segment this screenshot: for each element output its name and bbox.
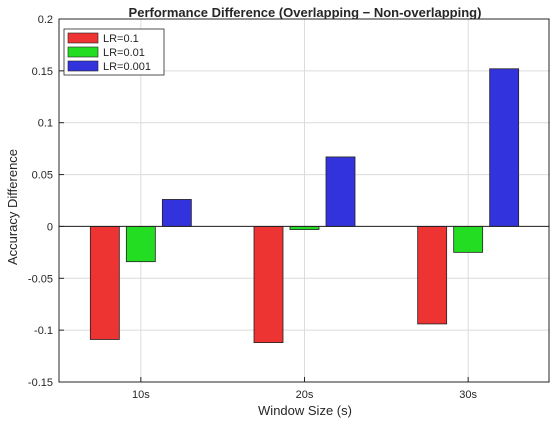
x-axis-ticks: 10s 20s 30s: [132, 377, 478, 401]
legend-swatch: [67, 60, 99, 72]
legend-label: LR=0.01: [103, 47, 145, 59]
y-tick-label: -0.05: [28, 273, 53, 285]
legend-swatch: [67, 46, 99, 58]
bar: [161, 199, 192, 227]
legend-swatch: [67, 32, 99, 44]
legend: LR=0.1 LR=0.01 LR=0.001: [63, 28, 165, 76]
x-tick-label: 30s: [459, 389, 477, 401]
y-tick-label: 0.1: [38, 118, 53, 130]
bar: [125, 226, 156, 263]
x-tick-label: 20s: [296, 389, 314, 401]
bar: [89, 226, 120, 340]
legend-label: LR=0.1: [103, 33, 139, 45]
x-tick-label: 10s: [132, 389, 150, 401]
y-axis-ticks: -0.15 -0.1 -0.05 0 0.05 0.1 0.15 0.2: [28, 14, 64, 389]
bar: [489, 68, 520, 227]
chart-title: Performance Difference (Overlapping − No…: [129, 5, 482, 20]
y-tick-label: 0.15: [32, 66, 53, 78]
y-tick-label: -0.1: [34, 325, 53, 337]
y-axis-label: Accuracy Difference: [5, 149, 20, 265]
y-tick-label: 0.2: [38, 14, 53, 26]
legend-label: LR=0.001: [103, 61, 151, 73]
y-tick-label: 0: [47, 221, 53, 233]
bar: [325, 156, 356, 227]
bar: [417, 226, 448, 325]
x-axis-label: Window Size (s): [258, 403, 352, 418]
bar: [253, 226, 284, 343]
y-tick-label: 0.05: [32, 170, 53, 182]
y-tick-label: -0.15: [28, 377, 53, 389]
bars: [89, 68, 520, 343]
bar: [453, 226, 484, 253]
